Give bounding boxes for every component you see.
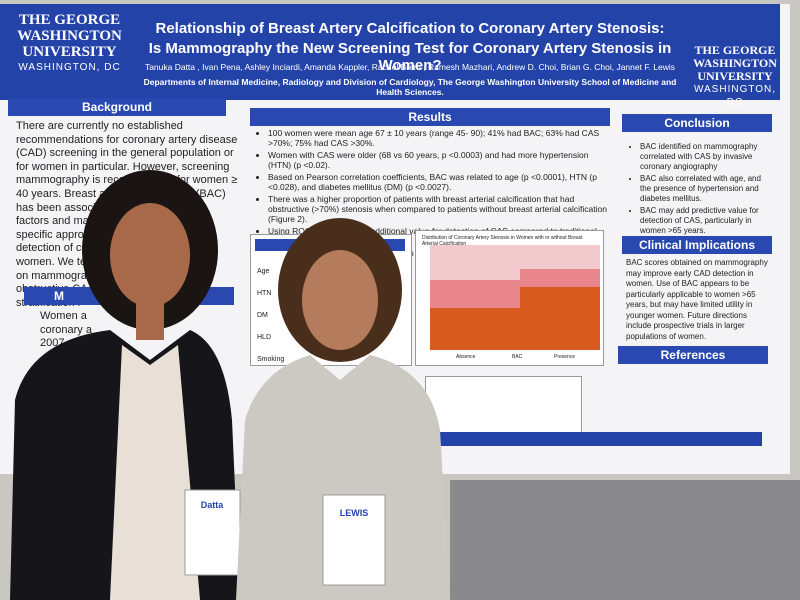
text-line: Age [257, 268, 270, 275]
text-line: UNIVERSITY [697, 69, 773, 83]
badge [322, 494, 386, 586]
bullet: BAC identified on mammography correlated… [640, 142, 774, 172]
section-heading: References [618, 346, 768, 364]
figure-label: BAC [512, 354, 523, 360]
text-line: WASHINGTON [693, 56, 777, 70]
text-line: There are currently no established [16, 120, 183, 132]
authors: Tanuka Datta , Ivan Pena, Ashley Inciard… [144, 62, 676, 72]
logo-right: THE GEORGE WASHINGTON UNIVERSITY WASHINGTON… [690, 44, 780, 109]
text-line: Smoking [257, 356, 285, 363]
section-heading: Results [250, 108, 610, 126]
figure-panel: Distribution of Coronary Artery Stenosis… [415, 230, 604, 366]
badge [184, 489, 241, 576]
face [110, 203, 190, 307]
figure-bar [520, 245, 600, 269]
jacket [236, 355, 450, 600]
bullet: Women with CAS were older (68 vs 60 year… [268, 150, 610, 170]
bullet: Based on Pearson correlation coefficient… [268, 172, 610, 192]
bullet: BAC may add predictive value for detecti… [640, 206, 774, 236]
neck [136, 300, 164, 340]
section-heading: Background [8, 98, 226, 116]
figure-bar [520, 287, 600, 350]
text-line: (CAD) screening in the general populatio… [16, 147, 234, 160]
face [302, 250, 378, 350]
figure-label: Absence [456, 354, 476, 360]
text-line: for women in particular. However, screen… [16, 160, 230, 173]
figure-label: Presence [554, 354, 576, 360]
text-line: detection of cor [16, 242, 92, 255]
bottom-table [425, 376, 582, 438]
affiliation: Departments of Internal Medicine, Radiol… [143, 77, 677, 97]
text-line: WASHINGTON [17, 28, 122, 44]
badge-name: Datta [201, 500, 224, 510]
floor [450, 480, 800, 600]
text-line: coronary a [40, 323, 92, 336]
badge-name: LEWIS [340, 508, 369, 518]
conclusion-text: BAC identified on mammography correlated… [628, 142, 774, 238]
title-line: Is Mammography the New Screening Test fo… [148, 40, 672, 74]
figure-bar [430, 280, 520, 308]
poster-header: THE GEORGE WASHINGTON UNIVERSITY WASHINGTON… [0, 4, 780, 108]
figure-bar [430, 245, 520, 280]
bullet: There was a higher proportion of patient… [268, 194, 610, 224]
text-line: HLD [257, 334, 272, 341]
figure-bar [520, 269, 600, 287]
figure-title: Distribution of Coronary Artery Stenosis… [422, 235, 583, 247]
footer-strip [440, 432, 762, 446]
text-line: HTN [257, 290, 272, 297]
text-line: THE GEORGE [694, 43, 776, 57]
text-line: women. We te [16, 255, 87, 268]
text-line: DM [257, 312, 268, 319]
title-line: Relationship of Breast Artery Calcificat… [155, 20, 665, 37]
bullet: BAC also correlated with age, and the pr… [640, 174, 774, 204]
text-line: WASHINGTON, DC [18, 62, 121, 73]
table-rows: Age HTN DM HLD Smoking [257, 261, 284, 371]
bullet-list: BAC identified on mammography correlated… [628, 142, 774, 236]
text-line: on mammograph [16, 269, 100, 282]
text-line: THE GEORGE [18, 12, 121, 28]
bullet: 100 women were mean age 67 ± 10 years (r… [268, 128, 610, 148]
top [110, 345, 200, 600]
text-line: specific approac [16, 228, 96, 241]
text-line: WASHINGTON, DC [693, 84, 777, 108]
text-line: factors and may s [16, 215, 103, 228]
clinical-text: BAC scores obtained on mammography may i… [626, 258, 768, 341]
text-line: Women a [40, 310, 87, 322]
section-heading: Conclusion [622, 114, 772, 132]
section-heading: Clinical Implications [622, 236, 772, 254]
figure-bar [430, 308, 520, 350]
text-line: UNIVERSITY [22, 44, 117, 60]
logo-left: THE GEORGE WASHINGTON UNIVERSITY WASHINGTON… [12, 12, 127, 76]
text-line: recommendations for coronary artery dise… [16, 133, 238, 146]
